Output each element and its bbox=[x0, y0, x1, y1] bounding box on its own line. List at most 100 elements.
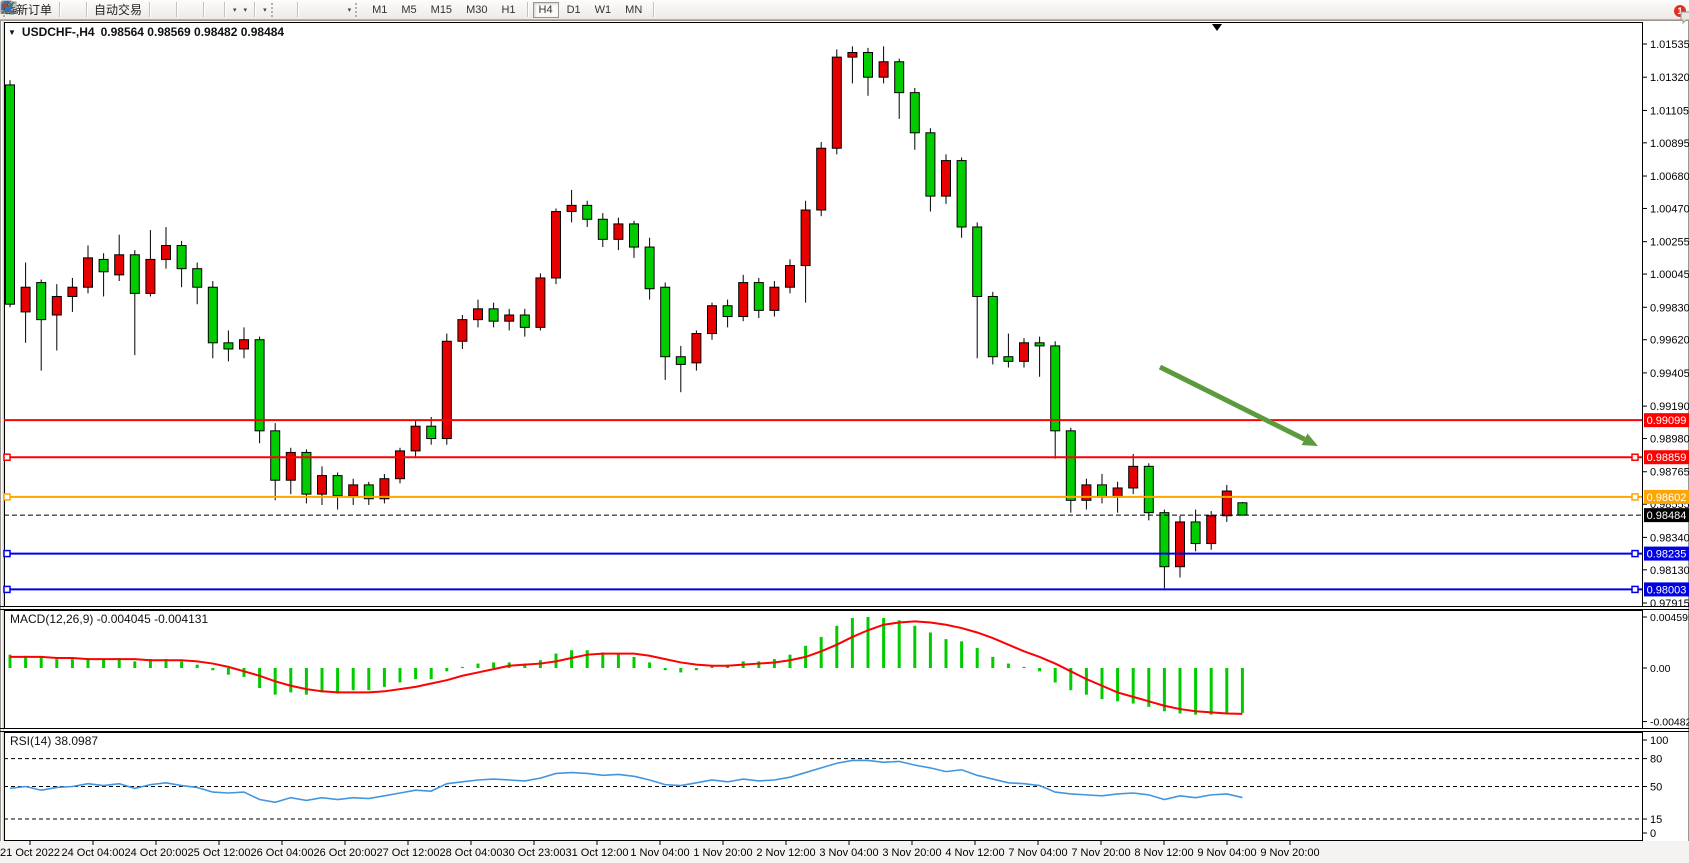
time-tick-label: 31 Oct 12:00 bbox=[566, 847, 629, 859]
new-order-button[interactable]: 新订单 bbox=[1, 0, 55, 19]
candle bbox=[379, 478, 390, 500]
line-handle[interactable] bbox=[3, 585, 11, 594]
price-tick-label: 1.00680 bbox=[1650, 171, 1689, 183]
indicators-button[interactable]: ▾ bbox=[0, 1, 270, 19]
arrows-button[interactable]: ▾ bbox=[1, 1, 355, 19]
candle bbox=[426, 425, 437, 440]
macd-bar bbox=[1006, 663, 1010, 668]
candle bbox=[1143, 465, 1154, 514]
price-label-text: 0.98602 bbox=[1647, 492, 1687, 504]
timeframe-m30[interactable]: M30 bbox=[466, 3, 488, 16]
chat-bubble-icon bbox=[1680, 11, 1689, 24]
candle bbox=[457, 319, 468, 342]
rsi-axis-label: 100 bbox=[1650, 735, 1668, 747]
macd-bar bbox=[211, 668, 215, 671]
candlestick-series bbox=[5, 46, 1248, 589]
candle bbox=[847, 51, 858, 58]
price-label-text: 0.99099 bbox=[1647, 415, 1687, 427]
time-tick-label: 8 Nov 12:00 bbox=[1134, 847, 1193, 859]
timeframe-m5[interactable]: M5 bbox=[401, 3, 417, 16]
macd-bar bbox=[663, 668, 667, 671]
macd-bar bbox=[960, 641, 964, 668]
macd-bar bbox=[1162, 668, 1166, 712]
line-handle[interactable] bbox=[1631, 549, 1639, 558]
line-handle[interactable] bbox=[3, 549, 11, 558]
price-tick-label: 0.98340 bbox=[1650, 532, 1689, 544]
candle bbox=[129, 254, 140, 294]
candle bbox=[878, 61, 889, 78]
macd-bar bbox=[382, 668, 386, 687]
chart-title[interactable]: ▼ USDCHF-,H4 0.98564 0.98569 0.98482 0.9… bbox=[8, 25, 284, 39]
price-label-text: 0.98003 bbox=[1647, 584, 1687, 596]
trend-arrow-annotation[interactable] bbox=[1158, 364, 1318, 446]
chart-shift-marker-icon[interactable] bbox=[1212, 24, 1222, 31]
arrow-shaft[interactable] bbox=[1158, 364, 1306, 442]
time-tick-label: 26 Oct 20:00 bbox=[314, 847, 377, 859]
macd-bar bbox=[258, 668, 262, 688]
toolbar-grip[interactable] bbox=[355, 2, 362, 17]
timeframe-m15[interactable]: M15 bbox=[430, 3, 453, 16]
macd-axis-label: 0.00 bbox=[1650, 663, 1671, 675]
new-chart-button[interactable]: ▾ bbox=[1, 0, 240, 19]
timeframe-h1[interactable]: H1 bbox=[501, 3, 516, 16]
tile-windows-button[interactable] bbox=[1, 1, 199, 19]
auto-trading-button[interactable]: 自动交易 bbox=[0, 1, 145, 19]
price-label-text: 0.98235 bbox=[1647, 549, 1687, 561]
macd-bar bbox=[1194, 668, 1198, 715]
line-chart-button[interactable] bbox=[0, 1, 172, 19]
candle bbox=[551, 211, 561, 279]
rsi-axis-label: 15 bbox=[1650, 814, 1662, 826]
chart-shift-button[interactable] bbox=[1, 1, 220, 19]
timeframe-h4[interactable]: H4 bbox=[532, 1, 559, 18]
candle bbox=[1128, 465, 1139, 489]
price-tick-label: 1.01320 bbox=[1650, 72, 1689, 84]
candle bbox=[20, 286, 31, 313]
rsi-line bbox=[9, 759, 1243, 804]
candle bbox=[597, 218, 608, 240]
line-handle[interactable] bbox=[1631, 493, 1639, 501]
line-handle[interactable] bbox=[1631, 453, 1639, 461]
price-label-text: 0.98859 bbox=[1647, 452, 1687, 464]
signals-button[interactable] bbox=[1, 1, 82, 19]
line-handle[interactable] bbox=[3, 493, 11, 501]
candle bbox=[348, 484, 359, 497]
candle bbox=[644, 246, 655, 290]
symbol-dropdown-icon[interactable]: ▼ bbox=[8, 27, 16, 37]
macd-bar bbox=[429, 668, 433, 680]
macd-bar bbox=[1147, 668, 1151, 707]
search-icon[interactable] bbox=[0, 0, 16, 16]
time-tick-label: 21 Oct 2022 bbox=[0, 847, 60, 859]
arrow-head[interactable] bbox=[1301, 433, 1318, 446]
horizontal-line-0.98602[interactable] bbox=[3, 493, 1642, 501]
candle bbox=[691, 333, 702, 364]
macd-bar bbox=[1084, 668, 1088, 695]
candle bbox=[239, 339, 249, 350]
timeframe-d1[interactable]: D1 bbox=[566, 3, 581, 16]
toolbar-grip[interactable] bbox=[270, 2, 278, 17]
line-handle[interactable] bbox=[1631, 585, 1639, 594]
candle bbox=[660, 286, 671, 358]
price-tick-label: 0.97915 bbox=[1650, 598, 1689, 610]
separator bbox=[59, 2, 61, 17]
price-tick-label: 1.00895 bbox=[1650, 138, 1689, 150]
period-button[interactable]: ▾ bbox=[0, 0, 251, 19]
horizontal-line-0.98003[interactable] bbox=[3, 585, 1642, 594]
line-handle[interactable] bbox=[3, 453, 11, 461]
macd-bar bbox=[414, 668, 418, 680]
horizontal-line-0.98235[interactable] bbox=[3, 549, 1642, 558]
macd-bar bbox=[570, 650, 574, 668]
candle bbox=[987, 295, 998, 358]
crosshair-button[interactable] bbox=[1, 1, 293, 19]
timeframe-w1[interactable]: W1 bbox=[594, 3, 612, 16]
timeframe-mn[interactable]: MN bbox=[625, 3, 643, 16]
timeframe-m1[interactable]: M1 bbox=[372, 3, 388, 16]
horizontal-line-0.98859[interactable] bbox=[3, 453, 1642, 461]
candle bbox=[1206, 515, 1217, 545]
macd-bar bbox=[648, 662, 652, 668]
line-price-label: 0.98003 bbox=[1644, 582, 1689, 597]
time-tick-label: 1 Nov 20:00 bbox=[693, 847, 752, 859]
macd-bar bbox=[398, 668, 402, 683]
macd-bar bbox=[336, 668, 340, 694]
line-price-label: 0.98235 bbox=[1644, 546, 1689, 561]
